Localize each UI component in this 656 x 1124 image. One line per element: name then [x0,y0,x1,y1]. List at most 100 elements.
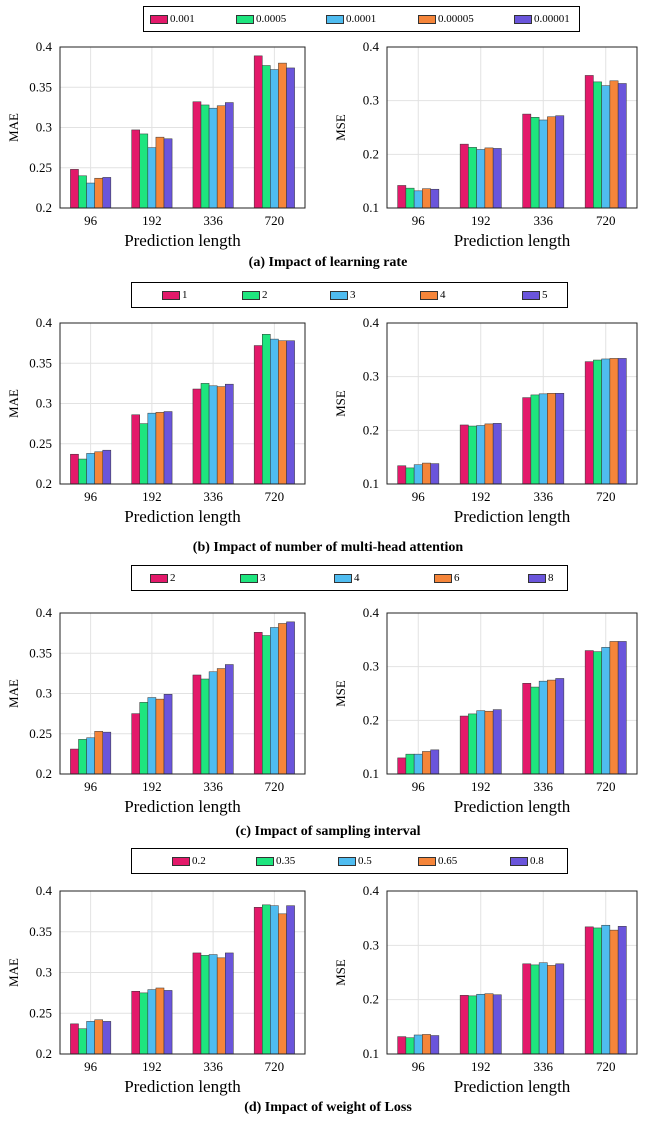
y-axis-label: MSE [333,390,348,417]
legend-label: 6 [454,572,460,584]
legend-label: 2 [170,572,176,584]
x-axis-label: Prediction length [124,1077,241,1096]
legend-item: 0.00001 [514,7,570,31]
x-tick-label: 96 [84,489,98,504]
chart-a-mse: 0.1 0.2 0.3 0.4 96 192 336 720 Prediction length… [333,39,638,250]
y-tick-label: 0.4 [363,605,380,620]
chart-b-mae: 0.2 0.25 0.3 0.35 0.4 96 192 336 720 Prediction l… [6,315,306,526]
legend-label: 4 [354,572,360,584]
legend-label: 2 [262,289,268,301]
x-tick-label: 192 [471,1059,491,1074]
legend-c: 2 3 4 6 8 [131,565,568,591]
y-tick-label: 0.3 [363,659,379,674]
y-tick-label: 0.4 [36,39,53,54]
y-tick-label: 0.35 [29,645,52,660]
legend-d: 0.2 0.35 0.5 0.65 0.8 [131,848,568,874]
bar [484,993,494,1055]
y-tick-label: 0.3 [363,937,379,952]
bar [422,1034,431,1055]
legend-item: 0.001 [150,7,195,31]
y-axis-label: MSE [333,114,348,141]
y-tick-label: 0.3 [363,93,379,108]
x-tick-label: 336 [203,1059,223,1074]
y-tick-label: 0.25 [29,726,52,741]
legend-swatch [418,856,436,866]
y-tick-label: 0.35 [29,355,52,370]
x-axis-label: Prediction length [124,797,241,816]
x-tick-label: 336 [534,1059,554,1074]
legend-swatch [418,14,436,24]
legend-label: 0.8 [530,855,544,867]
legend-item: 3 [240,566,266,590]
legend-label: 3 [350,289,356,301]
x-tick-label: 96 [84,1059,98,1074]
y-tick-label: 0.3 [36,396,52,411]
x-tick-label: 96 [84,213,98,228]
legend-item: 0.0005 [236,7,286,31]
y-tick-label: 0.3 [36,686,52,701]
x-axis-label: Prediction length [454,1077,571,1096]
legend-label: 1 [182,289,188,301]
panel-c-caption: (c) Impact of sampling interval [235,824,421,839]
plot-frame [386,890,638,1055]
legend-item: 1 [162,283,188,307]
legend-label: 0.0001 [346,13,377,25]
plot-frame [59,322,306,485]
legend-label: 0.2 [192,855,206,867]
legend-item: 3 [330,283,356,307]
legend-swatch [514,14,532,24]
x-tick-label: 720 [596,779,616,794]
legend-label: 8 [548,572,554,584]
y-tick-label: 0.2 [36,200,52,215]
x-tick-label: 336 [203,489,223,504]
legend-item: 0.00005 [418,7,474,31]
legend-swatch [150,573,168,583]
y-tick-label: 0.25 [29,1005,52,1020]
legend-item: 0.2 [172,849,206,873]
x-tick-label: 336 [203,779,223,794]
x-axis-label: Prediction length [124,231,241,250]
legend-swatch [420,290,438,300]
legend-item: 0.5 [338,849,372,873]
y-axis-label: MAE [6,389,21,418]
y-tick-label: 0.25 [29,436,52,451]
x-tick-label: 96 [412,489,426,504]
y-tick-label: 0.35 [29,79,52,94]
x-tick-label: 192 [471,213,491,228]
plot-frame [59,890,306,1055]
y-axis-label: MSE [333,680,348,707]
x-tick-label: 720 [265,489,285,504]
legend-item: 0.65 [418,849,457,873]
legend-item: 0.35 [256,849,295,873]
bar [405,1037,415,1055]
bar [617,926,627,1055]
legend-item: 0.8 [510,849,544,873]
x-tick-label: 720 [265,1059,285,1074]
y-axis-label: MSE [333,959,348,986]
x-tick-label: 720 [265,213,285,228]
x-axis-label: Prediction length [454,507,571,526]
x-tick-label: 336 [534,779,554,794]
y-tick-label: 0.1 [363,1046,379,1061]
y-tick-label: 0.2 [36,476,52,491]
plot-frame [59,612,306,775]
plot-frame [59,46,306,209]
legend-item: 2 [150,566,176,590]
x-axis-label: Prediction length [454,231,571,250]
legend-label: 0.00005 [438,13,474,25]
legend-label: 0.35 [276,855,296,867]
y-tick-label: 0.4 [36,883,53,898]
x-tick-label: 192 [471,779,491,794]
bar [397,1036,407,1055]
chart-a-mae: 0.2 0.25 0.3 0.35 0.4 96 192 336 720 Prediction l… [6,39,306,250]
bar [609,929,619,1055]
legend-item: 5 [522,283,548,307]
x-tick-label: 336 [534,489,554,504]
x-axis-label: Prediction length [124,507,241,526]
legend-a: 0.001 0.0005 0.0001 0.00005 0.00001 [143,6,580,32]
chart-c-mae: 0.2 0.25 0.3 0.35 0.4 96 192 336 720 Prediction l… [6,605,306,816]
y-axis-label: MAE [6,958,21,987]
bar [538,962,548,1055]
bar [522,963,532,1055]
